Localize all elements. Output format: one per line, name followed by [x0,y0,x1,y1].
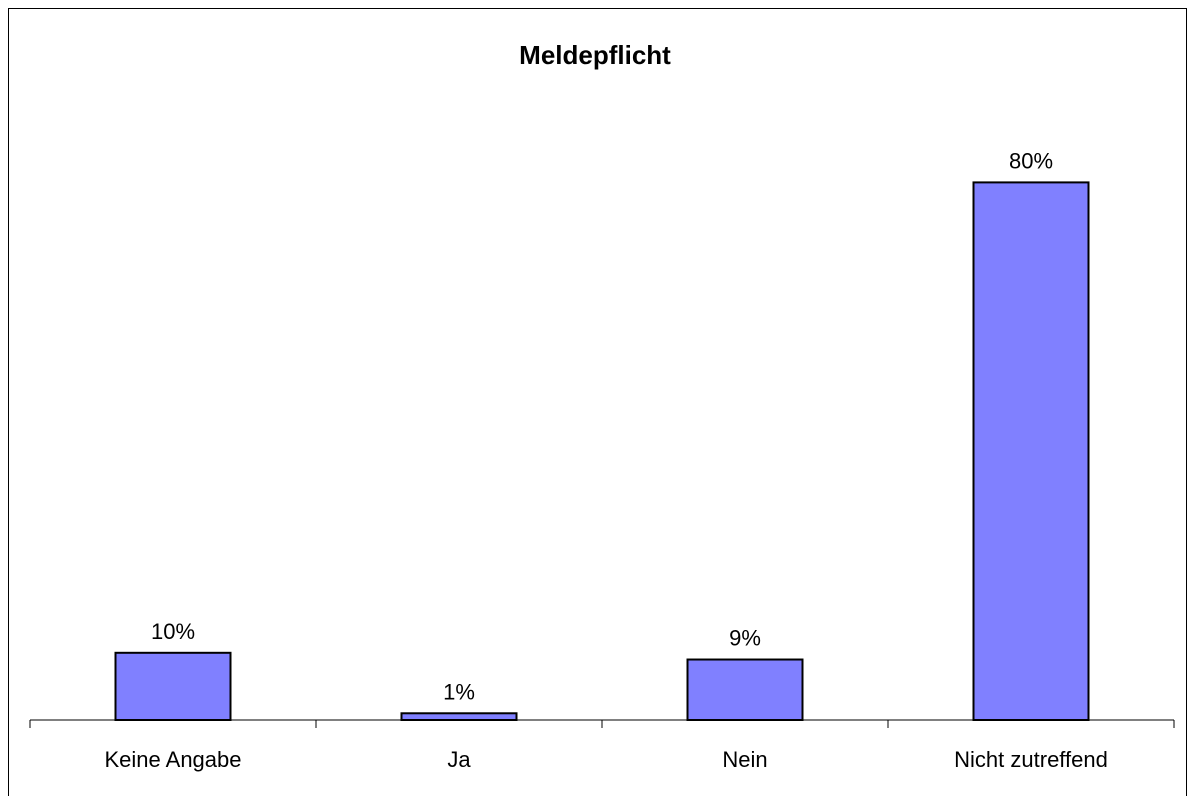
data-label: 9% [729,626,761,651]
bar [114,651,232,721]
bar [972,181,1090,721]
data-label: 80% [1009,148,1053,173]
label-group: 10% Keine Angabe 1% Ja 9% Nein 80% Nicht zutref… [104,148,1107,772]
chart-frame [8,8,1187,796]
bar-group [114,181,1090,722]
bar [400,712,518,722]
x-tick-label: Ja [447,747,471,772]
chart-title: Meldepflicht [519,40,671,70]
data-label: 1% [443,679,475,704]
x-tick-label: Nicht zutreffend [954,747,1108,772]
data-label: 10% [151,619,195,644]
x-tick-label: Keine Angabe [104,747,241,772]
bar [686,658,804,722]
x-axis [29,719,1175,728]
x-tick-label: Nein [722,747,767,772]
